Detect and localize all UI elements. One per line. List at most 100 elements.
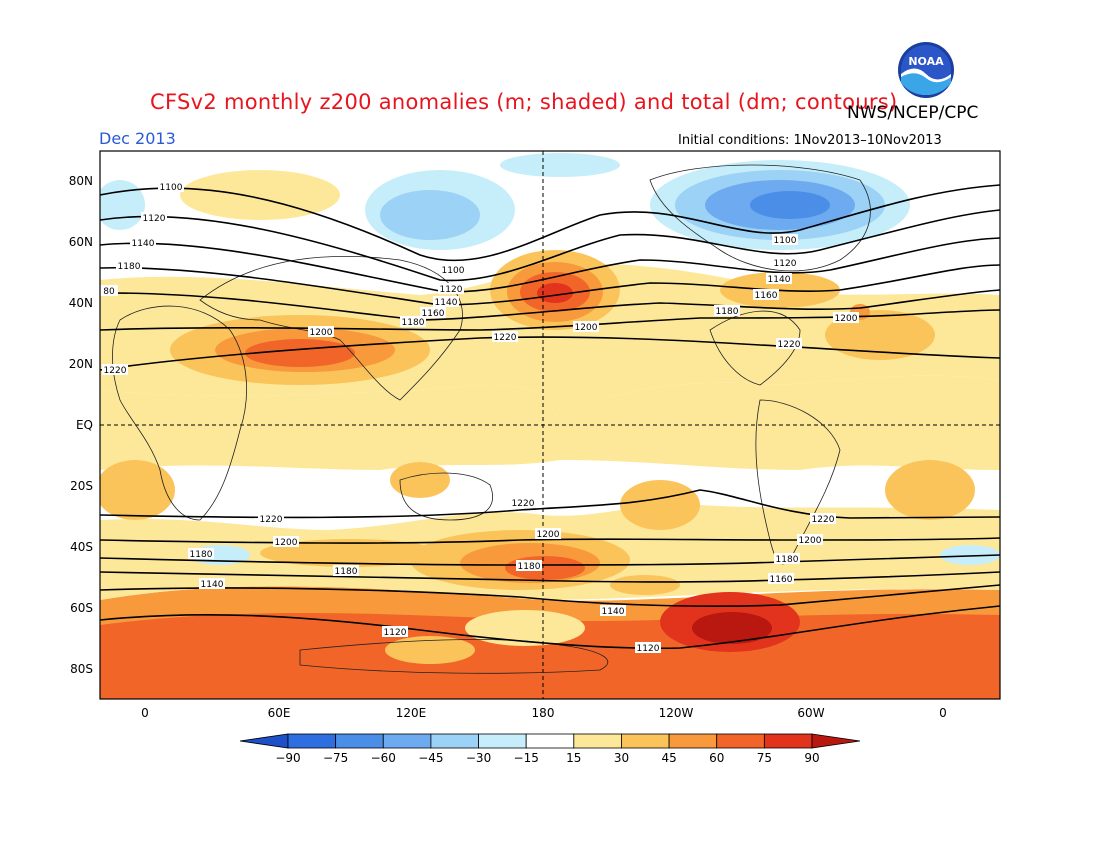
colorbar-tick-label: −60 [371, 751, 396, 765]
colorbar-segment [668, 733, 718, 749]
lat-tick-label: 40N [69, 296, 93, 310]
svg-text:1180: 1180 [776, 555, 799, 565]
contour-label: 1100 [772, 234, 798, 246]
svg-text:1160: 1160 [755, 291, 778, 301]
lon-axis: 0 60E 120E 180 120W 60W 0 [141, 706, 947, 720]
colorbar-segment [525, 733, 575, 749]
contour-1100-nh [100, 184, 1000, 262]
svg-text:1120: 1120 [143, 214, 166, 224]
height-contours [100, 184, 1000, 650]
svg-text:1160: 1160 [770, 575, 793, 585]
svg-text:1200: 1200 [310, 328, 333, 338]
lat-tick-label: EQ [76, 418, 93, 432]
lat-tick-label: 60N [69, 235, 93, 249]
contour-label: 1140 [130, 237, 156, 249]
contour-label: 1180 [116, 260, 142, 272]
colorbar-segment [573, 733, 622, 749]
contour-label: 1180 [188, 548, 214, 560]
colorbar-segment [382, 733, 432, 749]
contour-label: 1220 [492, 331, 518, 343]
svg-text:1200: 1200 [835, 314, 858, 324]
chart-title: CFSv2 monthly z200 anomalies (m; shaded)… [150, 90, 898, 114]
contour-labels: 1100 1120 1140 1180 80 1200 1220 1100 11… [100, 181, 859, 654]
svg-text:1120: 1120 [637, 644, 660, 654]
agency-label: NWS/NCEP/CPC [847, 103, 979, 123]
contour-label: 1140 [600, 605, 626, 617]
svg-text:1200: 1200 [537, 530, 560, 540]
lon-tick-label: 0 [141, 706, 149, 720]
colorbar-tick-label: −90 [275, 751, 300, 765]
svg-text:1220: 1220 [494, 333, 517, 343]
contour-label: 1120 [382, 626, 408, 638]
svg-text:1220: 1220 [512, 499, 535, 509]
colorbar-segment [287, 733, 337, 749]
colorbar-segment [478, 733, 527, 749]
contour-label: 1140 [433, 296, 459, 308]
colorbar-segment [716, 733, 765, 749]
svg-text:80: 80 [103, 287, 115, 297]
colorbar-segment [763, 733, 813, 749]
initial-conditions: Initial conditions: 1Nov2013–10Nov2013 [678, 133, 942, 148]
svg-text:1120: 1120 [440, 285, 463, 295]
svg-text:1220: 1220 [260, 515, 283, 525]
noaa-logo: NOAA [898, 42, 954, 98]
svg-text:1120: 1120 [384, 628, 407, 638]
svg-text:1180: 1180 [190, 550, 213, 560]
lat-tick-label: 20S [70, 479, 93, 493]
lon-tick-label: 60W [797, 706, 824, 720]
contour-label: 1180 [516, 560, 542, 572]
contour-label: 1160 [420, 307, 446, 319]
svg-text:1100: 1100 [160, 183, 183, 193]
lat-tick-label: 80N [69, 174, 93, 188]
contour-label: 80 [100, 285, 118, 297]
contour-label: 1140 [199, 578, 225, 590]
contour-label: 1200 [573, 321, 599, 333]
contour-label: 1120 [141, 212, 167, 224]
lat-tick-label: 20N [69, 357, 93, 371]
lon-tick-label: 120E [396, 706, 427, 720]
svg-text:1100: 1100 [774, 236, 797, 246]
contour-label: 1100 [158, 181, 184, 193]
colorbar-tick-label: −45 [418, 751, 443, 765]
svg-text:1140: 1140 [201, 580, 224, 590]
colorbar-arrow-low [239, 733, 289, 749]
colorbar-segment [335, 733, 384, 749]
svg-text:1180: 1180 [335, 567, 358, 577]
svg-text:1140: 1140 [132, 239, 155, 249]
svg-text:1180: 1180 [118, 262, 141, 272]
forecast-month: Dec 2013 [99, 129, 176, 148]
svg-text:1140: 1140 [602, 607, 625, 617]
contour-label: 1180 [774, 553, 800, 565]
colorbar-tick-label: 60 [709, 751, 724, 765]
colorbar-segment [430, 733, 479, 749]
contour-label: 1200 [797, 534, 823, 546]
colorbar-tick-label: 30 [614, 751, 629, 765]
svg-text:1220: 1220 [812, 515, 835, 525]
contour-label: 1100 [440, 264, 466, 276]
colorbar-tick-label: −75 [323, 751, 348, 765]
lat-axis: 80N 60N 40N 20N EQ 20S 40S 60S 80S [69, 174, 93, 676]
svg-text:1140: 1140 [768, 275, 791, 285]
contour-label: 1220 [258, 513, 284, 525]
colorbar-arrow-high [811, 733, 861, 749]
contour-label: 1220 [102, 364, 128, 376]
contour-label: 1120 [635, 642, 661, 654]
contour-label: 1120 [772, 257, 798, 269]
contour-label: 1180 [714, 305, 740, 317]
colorbar-tick-label: −15 [514, 751, 539, 765]
contour-label: 1180 [333, 565, 359, 577]
colorbar-tick-label: −30 [466, 751, 491, 765]
lat-tick-label: 80S [70, 662, 93, 676]
lon-tick-label: 0 [939, 706, 947, 720]
contour-label: 1160 [753, 289, 779, 301]
contour-label: 1220 [510, 497, 536, 509]
colorbar: −90 −75 −60 −45 −30 −15 15 30 45 60 75 90 [239, 733, 861, 765]
contour-label: 1220 [776, 338, 802, 350]
anomaly-shading [100, 153, 1000, 699]
svg-text:1220: 1220 [104, 366, 127, 376]
colorbar-tick-label: 90 [804, 751, 819, 765]
contour-label: 1160 [768, 573, 794, 585]
contour-label: 1120 [438, 283, 464, 295]
svg-text:1180: 1180 [716, 307, 739, 317]
